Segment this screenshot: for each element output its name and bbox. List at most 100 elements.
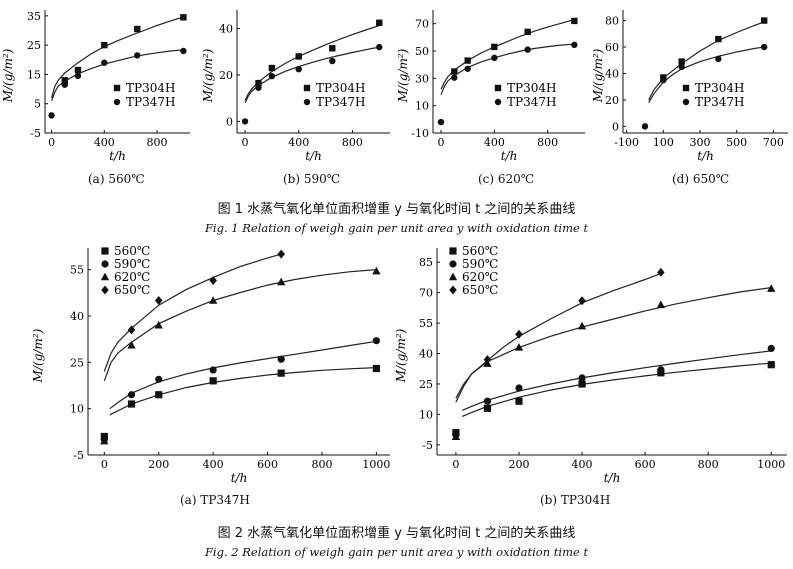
x-tick-label: 0 bbox=[101, 458, 108, 471]
legend-marker-diamond bbox=[449, 285, 457, 295]
data-point-circle bbox=[268, 72, 276, 80]
data-point-circle bbox=[134, 52, 141, 59]
data-point-diamond bbox=[209, 275, 217, 285]
chart-fig1d: 0 20 40 60 80 -100 100 300 500 700 t/h M/(g/m²) TP30… bbox=[591, 10, 788, 163]
data-point-circle bbox=[255, 84, 262, 91]
x-tick-label: 0 bbox=[48, 136, 55, 149]
data-point-square bbox=[255, 79, 262, 87]
x-tick-label: 400 bbox=[572, 458, 593, 471]
data-point-circle bbox=[571, 41, 578, 49]
data-point-square bbox=[372, 364, 380, 373]
chart-fig1c: -10 10 30 50 70 0 400 800 t/h M/(g/m²) TP304HTP347… bbox=[396, 10, 585, 163]
data-point-square bbox=[483, 404, 492, 412]
data-point-square bbox=[295, 53, 302, 60]
legend-label: 590℃ bbox=[462, 257, 498, 271]
x-tick-label: 0 bbox=[242, 136, 249, 149]
y-tick-label: 25 bbox=[27, 39, 41, 52]
data-point-diamond bbox=[657, 267, 665, 277]
legend-label: 620℃ bbox=[114, 270, 150, 284]
y-tick-label: 15 bbox=[27, 68, 41, 81]
y-axis-label: M/(g/m²) bbox=[31, 328, 45, 383]
data-point-square bbox=[760, 17, 768, 24]
x-tick-label: 300 bbox=[690, 136, 711, 149]
data-point-circle bbox=[295, 65, 302, 73]
legend-label: 560℃ bbox=[462, 244, 498, 258]
data-point-circle bbox=[678, 63, 685, 71]
y-tick-label: 70 bbox=[419, 287, 433, 300]
y-tick-label: 0 bbox=[226, 115, 233, 128]
x-tick-label: 1000 bbox=[757, 458, 785, 471]
x-tick-label: 0 bbox=[452, 458, 459, 471]
legend-marker-circle bbox=[682, 98, 690, 106]
legend-label: 650℃ bbox=[462, 283, 498, 297]
caption-fig2b: (b) TP304H bbox=[540, 493, 611, 507]
legend-marker-diamond bbox=[101, 285, 109, 295]
legend-marker-circle bbox=[303, 98, 311, 106]
legend-marker-square bbox=[113, 84, 121, 92]
x-tick-label: 200 bbox=[508, 458, 529, 471]
data-point-diamond bbox=[452, 430, 460, 440]
data-point-square bbox=[134, 25, 141, 33]
data-point-circle bbox=[376, 43, 383, 51]
x-tick-label: 400 bbox=[288, 136, 309, 149]
y-tick-label: 25 bbox=[419, 378, 433, 391]
x-tick-label: 100 bbox=[653, 136, 674, 149]
data-point-circle bbox=[578, 374, 586, 382]
data-point-square bbox=[61, 77, 68, 84]
y-tick-label: 10 bbox=[415, 100, 429, 113]
legend-label: TP347H bbox=[126, 95, 175, 109]
legend-marker-square bbox=[449, 247, 457, 255]
legend-label: 560℃ bbox=[114, 244, 150, 258]
y-tick-label: 5 bbox=[34, 98, 41, 111]
legend-marker-circle bbox=[113, 98, 121, 106]
figure2-caption-cn: 图 2 水蒸气氧化单位面积增重 y 与氧化时间 t 之间的关系曲线 bbox=[217, 526, 576, 541]
y-axis-label: M/(g/m²) bbox=[1, 48, 15, 103]
data-point-square bbox=[491, 43, 498, 51]
data-point-circle bbox=[491, 54, 498, 62]
x-tick-label: -100 bbox=[614, 136, 639, 149]
data-point-triangle bbox=[127, 341, 136, 349]
y-axis-label: M/(g/m²) bbox=[394, 328, 408, 383]
data-point-square bbox=[376, 19, 383, 26]
legend-label: 620℃ bbox=[462, 270, 498, 284]
data-point-circle bbox=[209, 366, 217, 374]
data-point-triangle bbox=[577, 321, 587, 330]
legend-marker-square bbox=[303, 84, 311, 92]
y-tick-label: 70 bbox=[415, 18, 429, 31]
fit-curve-620℃ bbox=[455, 287, 772, 399]
x-tick-label: 800 bbox=[147, 136, 168, 149]
data-point-square bbox=[268, 64, 276, 72]
fit-curve-TP347H bbox=[648, 46, 765, 103]
data-point-square bbox=[464, 57, 471, 64]
legend-label: 590℃ bbox=[114, 257, 150, 271]
data-point-triangle bbox=[154, 320, 163, 329]
data-point-circle bbox=[657, 366, 665, 374]
data-point-diamond bbox=[100, 435, 109, 445]
data-point-circle bbox=[437, 118, 445, 126]
y-tick-label: 80 bbox=[605, 15, 619, 28]
data-point-circle bbox=[464, 65, 471, 72]
y-tick-label: 30 bbox=[415, 72, 429, 85]
figure2-caption-en: Fig. 2 Relation of weigh gain per unit a… bbox=[204, 545, 589, 559]
data-point-square bbox=[515, 397, 523, 405]
figure1-caption-en: Fig. 1 Relation of weigh gain per unit a… bbox=[204, 221, 589, 235]
x-tick-label: 500 bbox=[726, 136, 747, 149]
data-point-square bbox=[571, 17, 578, 25]
data-point-circle bbox=[760, 43, 768, 51]
data-point-circle bbox=[277, 355, 285, 363]
y-tick-label: -5 bbox=[30, 127, 41, 140]
caption-fig2a: (a) TP347H bbox=[180, 493, 250, 507]
fit-curve-560℃ bbox=[109, 367, 377, 416]
fit-curve-590℃ bbox=[109, 340, 377, 410]
legend-label: 650℃ bbox=[114, 283, 150, 297]
y-axis-label: M/(g/m²) bbox=[591, 48, 605, 103]
legend-label: TP304H bbox=[316, 81, 365, 95]
data-point-square bbox=[74, 66, 82, 74]
data-point-circle bbox=[451, 74, 458, 81]
legend-label: TP347H bbox=[316, 95, 365, 109]
data-point-circle bbox=[127, 391, 136, 399]
x-tick-label: 700 bbox=[763, 136, 784, 149]
